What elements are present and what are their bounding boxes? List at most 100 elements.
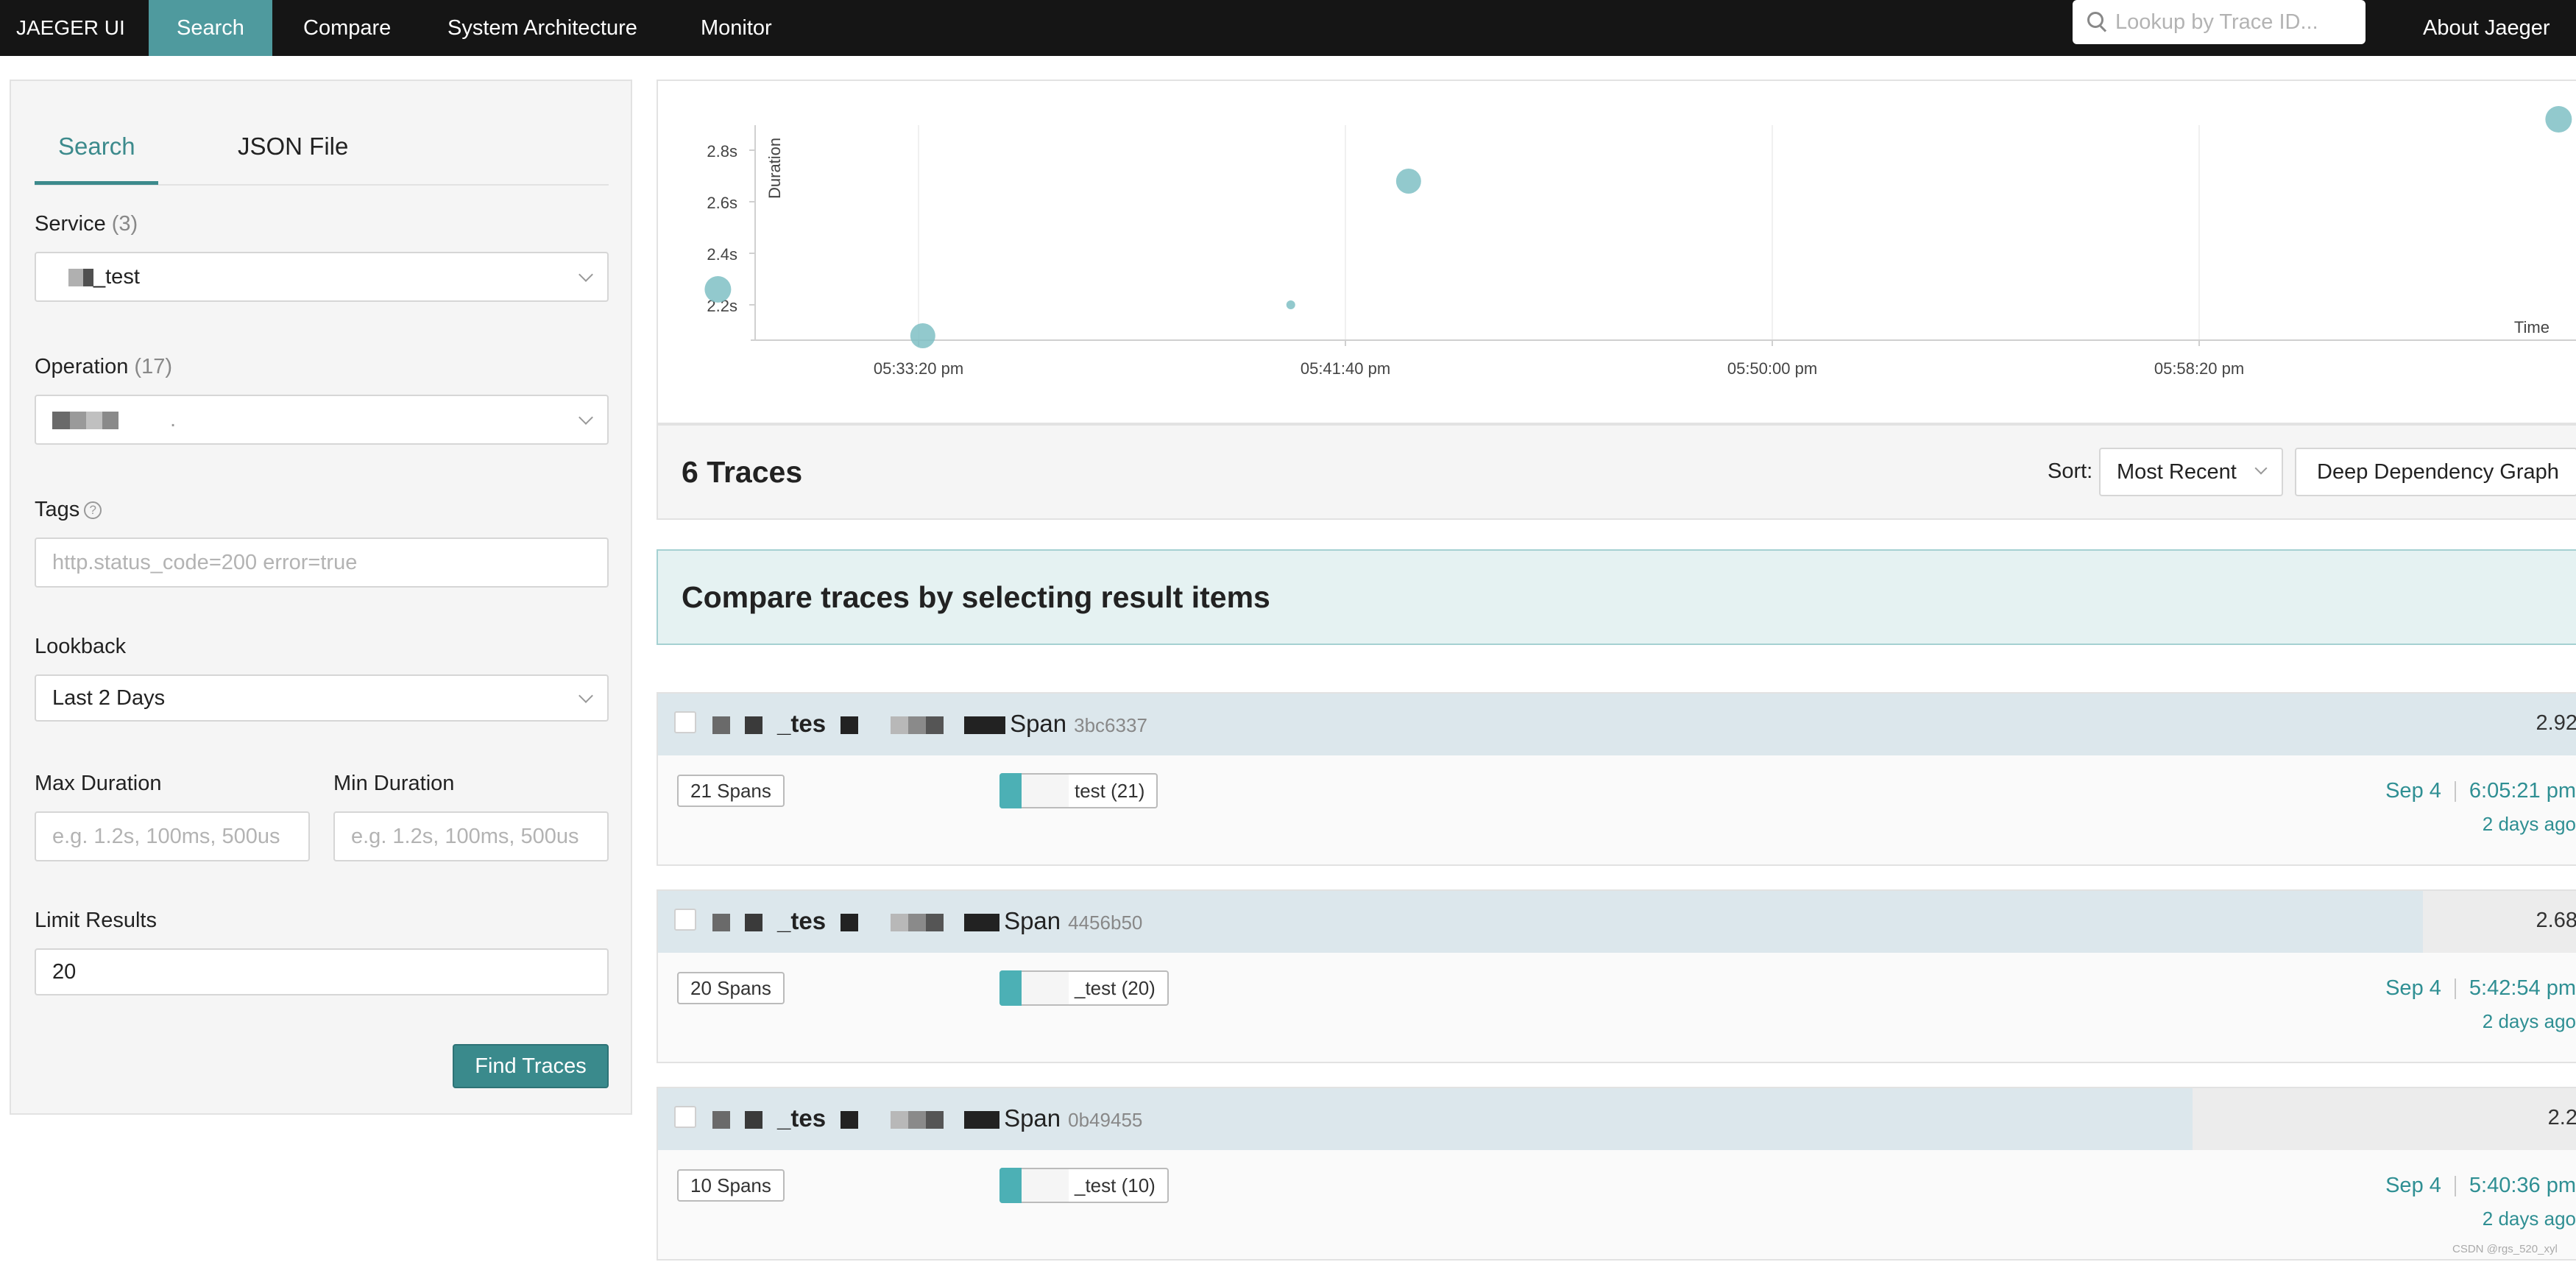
redacted-block (712, 1111, 730, 1129)
redacted-block (745, 914, 762, 932)
trace-duration: 2.2 (2547, 1106, 2576, 1129)
chevron-down-icon (2254, 462, 2268, 475)
nav-search[interactable]: Search (149, 0, 272, 56)
trace-time: 5:42:54 pm (2469, 976, 2576, 1000)
x-tick-label: 05:33:20 pm (874, 359, 963, 378)
trace-date: Sep 4 (2385, 1174, 2441, 1197)
trace-relative-time: 2 days ago (2482, 1208, 2576, 1230)
trace-id: 3bc6337 (1074, 714, 1147, 736)
redacted-block (83, 269, 93, 287)
sort-label: Sort: (2048, 459, 2093, 483)
redacted-block (891, 716, 909, 735)
x-tick-label: 05:50:00 pm (1727, 359, 1817, 378)
trace-title[interactable]: _tes Span 3bc6337 (712, 710, 1147, 738)
trace-point (704, 276, 732, 303)
max-duration-input[interactable] (35, 811, 310, 861)
divider (2454, 781, 2456, 803)
y-tick-label: 2.8s (707, 142, 737, 161)
lookback-select[interactable]: Last 2 Days (35, 674, 609, 722)
trace-count: 6 Traces (682, 455, 803, 489)
redacted-block (1022, 775, 1069, 807)
service-select[interactable]: _test (35, 252, 609, 302)
redacted-block (86, 412, 102, 430)
operation-label: Operation (17) (35, 355, 172, 379)
y-tick-label: 2.6s (707, 194, 737, 212)
compare-banner: Compare traces by selecting result items (657, 549, 2576, 645)
trace-time: 5:40:36 pm (2469, 1174, 2576, 1197)
trace-id-lookup-input[interactable] (2115, 6, 2351, 38)
redacted-block (926, 914, 944, 932)
tags-label: Tags? (35, 498, 102, 522)
trace-relative-time: 2 days ago (2482, 1010, 2576, 1032)
trace-item-header[interactable]: _tes Span 4456b50 2.68 (658, 891, 2576, 953)
trace-time: 6:05:21 pm (2469, 779, 2576, 803)
about-jaeger-menu[interactable]: About Jaeger (2423, 16, 2550, 40)
service-value: _test (93, 265, 140, 289)
tab-search[interactable]: Search (58, 133, 135, 160)
tags-input[interactable] (35, 537, 609, 588)
service-label: Service (3) (35, 212, 138, 236)
spans-count-badge: 10 Spans (677, 1169, 785, 1202)
trace-span-name: Span (1010, 710, 1067, 737)
redacted-block (908, 1111, 927, 1129)
trace-item[interactable]: _tes Span 3bc6337 2.92 21 Spans test (21) … (657, 692, 2576, 866)
trace-point (2545, 106, 2572, 133)
trace-duration: 2.92 (2536, 711, 2576, 735)
redacted-block (1022, 972, 1069, 1004)
top-navbar: JAEGER UI Search Compare System Architec… (0, 0, 2576, 56)
redacted-block (68, 269, 83, 287)
nav-monitor[interactable]: Monitor (701, 16, 772, 40)
operation-value: . (170, 408, 177, 431)
trace-title[interactable]: _tes Span 4456b50 (712, 907, 1142, 935)
trace-point (910, 323, 935, 348)
trace-title-text: _tes (777, 907, 827, 934)
brand-logo[interactable]: JAEGER UI (16, 16, 125, 39)
trace-title-text: _tes (777, 710, 827, 737)
spans-count-badge: 21 Spans (677, 775, 785, 807)
operation-select[interactable]: . (35, 395, 609, 445)
tab-json-file[interactable]: JSON File (238, 133, 349, 160)
trace-id: 4456b50 (1068, 912, 1143, 934)
limit-results-input[interactable] (35, 948, 609, 995)
redacted-block (745, 716, 762, 735)
sort-select[interactable]: Most Recent (2099, 448, 2283, 496)
chevron-down-icon (578, 688, 593, 703)
trace-scatter-chart: Duration Time 2.2s 2.4s 2.6s 2.8s 05:33:20 p… (657, 80, 2576, 424)
trace-lookup (2073, 0, 2366, 44)
chevron-down-icon (578, 267, 593, 282)
trace-select-checkbox[interactable] (674, 1106, 696, 1128)
find-traces-button[interactable]: Find Traces (453, 1044, 609, 1088)
trace-title[interactable]: _tes Span 0b49455 (712, 1104, 1142, 1132)
trace-item-header[interactable]: _tes Span 3bc6337 2.92 (658, 694, 2576, 755)
service-tag: _test (10) (999, 1168, 1169, 1203)
nav-system-architecture[interactable]: System Architecture (447, 16, 637, 40)
trace-id: 0b49455 (1068, 1109, 1143, 1131)
y-axis-title: Duration (765, 138, 784, 199)
redacted-block (908, 716, 927, 735)
trace-start-time: Sep 4 6:05:21 pm (2385, 779, 2576, 803)
redacted-block (841, 914, 859, 932)
trace-item[interactable]: _tes Span 4456b50 2.68 20 Spans _test (20)… (657, 889, 2576, 1063)
question-circle-icon[interactable]: ? (84, 501, 102, 520)
lookback-value: Last 2 Days (52, 686, 166, 710)
service-tag: test (21) (999, 773, 1158, 808)
redacted-block (964, 914, 1000, 932)
trace-start-time: Sep 4 5:42:54 pm (2385, 976, 2576, 1001)
service-tag-text: test (21) (1075, 780, 1145, 802)
compare-banner-text: Compare traces by selecting result items (682, 580, 1270, 614)
redacted-block (891, 1111, 909, 1129)
trace-item[interactable]: _tes Span 0b49455 2.2 10 Spans _test (10) … (657, 1087, 2576, 1261)
redacted-block (52, 412, 70, 430)
trace-select-checkbox[interactable] (674, 909, 696, 931)
max-duration-label: Max Duration (35, 772, 162, 795)
spans-count-badge: 20 Spans (677, 972, 785, 1004)
deep-dependency-graph-button[interactable]: Deep Dependency Graph (2295, 448, 2576, 496)
redacted-block (841, 716, 859, 735)
redacted-block (745, 1111, 762, 1129)
trace-date: Sep 4 (2385, 976, 2441, 1000)
min-duration-input[interactable] (333, 811, 609, 861)
lookback-label: Lookback (35, 635, 127, 658)
trace-item-header[interactable]: _tes Span 0b49455 2.2 (658, 1088, 2576, 1150)
nav-compare[interactable]: Compare (303, 16, 392, 40)
trace-select-checkbox[interactable] (674, 711, 696, 733)
